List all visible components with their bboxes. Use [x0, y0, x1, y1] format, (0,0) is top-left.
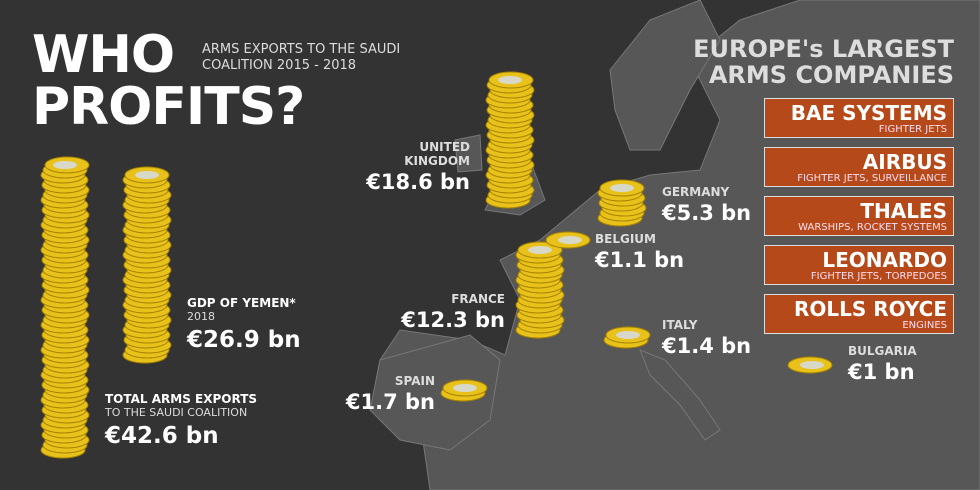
coin-stack — [597, 179, 647, 227]
company-box: THALES WARSHIPS, ROCKET SYSTEMS — [764, 196, 954, 236]
company-products: WARSHIPS, ROCKET SYSTEMS — [798, 222, 947, 233]
coin-stack — [485, 71, 535, 209]
company-name: LEONARDO — [822, 248, 947, 272]
title-line: WHO — [32, 25, 175, 85]
italy — [639, 349, 721, 441]
company-name: BAE SYSTEMS — [790, 101, 947, 125]
company-box: AIRBUS FIGHTER JETS, SURVEILLANCE — [764, 147, 954, 187]
coin-stack — [40, 156, 90, 459]
total-sublabel: 2018 — [187, 310, 215, 323]
country-name: FRANCE — [451, 292, 505, 306]
country-amount: €1.7 bn — [345, 390, 435, 414]
country-name: ITALY — [662, 318, 698, 332]
coin-stack — [787, 356, 833, 374]
iberia — [369, 334, 501, 451]
companies-heading: EUROPE's LARGEST ARMS COMPANIES — [693, 35, 954, 89]
coin-stack — [545, 231, 591, 249]
total-amount: €42.6 bn — [105, 423, 219, 449]
country-name: SPAIN — [394, 374, 435, 388]
coin-stack — [122, 166, 172, 364]
company-products: FIGHTER JETS, TORPEDOES — [810, 271, 947, 282]
company-box: LEONARDO FIGHTER JETS, TORPEDOES — [764, 245, 954, 285]
country-name: BELGIUM — [595, 232, 656, 246]
coin-stack — [440, 379, 488, 402]
company-box: BAE SYSTEMS FIGHTER JETS — [764, 98, 954, 138]
country-amount: €1.1 bn — [595, 248, 685, 272]
total-amount: €26.9 bn — [187, 327, 301, 353]
country-name: GERMANY — [662, 185, 730, 199]
ireland — [454, 134, 483, 173]
country-name: BULGARIA — [848, 344, 917, 358]
company-products: FIGHTER JETS, SURVEILLANCE — [797, 173, 947, 184]
title-line: PROFITS? — [32, 77, 305, 137]
company-name: ROLLS ROYCE — [793, 297, 947, 321]
country-amount: €12.3 bn — [401, 308, 505, 332]
company-name: THALES — [860, 199, 947, 223]
scandinavia — [609, 0, 721, 151]
company-products: ENGINES — [902, 320, 947, 331]
total-label: TOTAL ARMS EXPORTS — [105, 392, 258, 406]
coin-stack — [515, 241, 565, 339]
subtitle: ARMS EXPORTS TO THE SAUDI COALITION 2015… — [202, 42, 401, 73]
country-amount: €1.4 bn — [662, 334, 752, 358]
country-amount: €18.6 bn — [366, 170, 470, 194]
coin-stack — [603, 326, 651, 349]
country-amount: €1 bn — [848, 360, 915, 384]
total-sublabel: TO THE SAUDI COALITION — [105, 406, 248, 419]
company-name: AIRBUS — [862, 150, 947, 174]
company-products: FIGHTER JETS — [878, 124, 947, 135]
country-amount: €5.3 bn — [662, 201, 752, 225]
country-name: UNITED KINGDOM — [404, 140, 470, 168]
total-label: GDP OF YEMEN* — [187, 296, 296, 310]
company-box: ROLLS ROYCE ENGINES — [764, 294, 954, 334]
